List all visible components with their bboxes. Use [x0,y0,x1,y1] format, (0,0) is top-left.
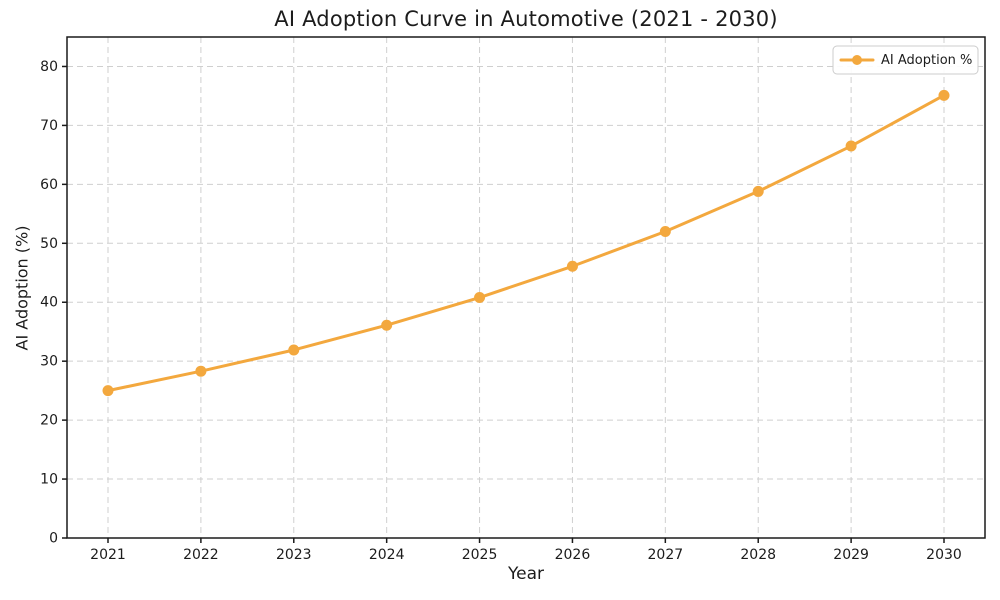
data-point-marker [566,260,578,272]
y-tick-label: 10 [40,472,58,488]
data-point-marker [102,385,114,397]
x-tick-label: 2030 [926,547,962,563]
y-tick-label: 30 [40,354,58,370]
data-point-marker [381,319,393,331]
y-tick-label: 80 [40,59,58,75]
x-tick-label: 2027 [648,547,684,563]
y-tick-label: 60 [40,177,58,193]
data-point-marker [474,292,486,304]
x-axis-label: Year [508,564,544,584]
data-point-marker [752,185,764,197]
y-tick-label: 40 [40,295,58,311]
chart-title: AI Adoption Curve in Automotive (2021 - … [274,7,778,31]
y-tick-label: 20 [40,413,58,429]
x-tick-label: 2028 [740,547,776,563]
x-tick-label: 2026 [555,547,591,563]
data-point-marker [659,226,671,238]
x-tick-label: 2025 [462,547,498,563]
legend-box [832,45,979,75]
y-tick-label: 50 [40,236,58,252]
x-tick-label: 2021 [90,547,126,563]
y-tick-label: 70 [40,118,58,134]
x-tick-label: 2024 [369,547,405,563]
data-point-marker [938,89,950,101]
legend-label: AI Adoption % [881,53,972,68]
data-point-marker [195,365,207,377]
x-tick-label: 2023 [276,547,312,563]
x-tick-label: 2029 [833,547,869,563]
trend-line [106,93,946,393]
axes-spines [66,36,986,539]
x-tick-label: 2022 [183,547,219,563]
legend-sample-marker [852,55,862,65]
data-point-marker [288,344,300,356]
y-tick-label: 0 [49,530,58,546]
data-point-marker [845,140,857,152]
y-axis-label: AI Adoption (%) [12,225,32,351]
